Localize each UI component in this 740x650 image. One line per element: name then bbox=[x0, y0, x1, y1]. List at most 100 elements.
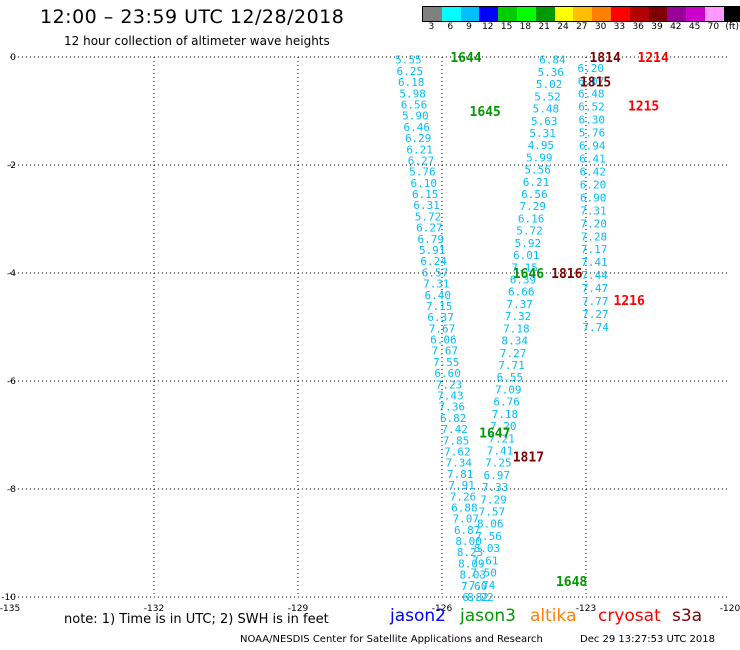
legend-swatch bbox=[460, 7, 480, 21]
wave-height-label: 5.92 bbox=[515, 237, 542, 250]
pass-time-label: 1214 bbox=[638, 51, 669, 66]
pass-time-label: 1815 bbox=[580, 75, 611, 90]
x-tick-label: -135 bbox=[0, 604, 20, 614]
wave-height-label: 7.56 bbox=[475, 530, 502, 543]
wave-height-label: 7.20 bbox=[580, 217, 607, 230]
legend-swatch bbox=[723, 7, 740, 21]
sat-s3a-label: s3a bbox=[672, 606, 703, 626]
wave-height-label: 6.60 bbox=[434, 367, 461, 380]
wave-height-label: 5.02 bbox=[536, 78, 563, 91]
wave-height-label: 5.48 bbox=[533, 103, 560, 116]
wave-height-label: 7.43 bbox=[437, 390, 464, 403]
pass-time-label: 1644 bbox=[450, 51, 481, 66]
legend-swatch bbox=[648, 7, 668, 21]
wave-height-label: 7.31 bbox=[423, 278, 450, 291]
credit-text: NOAA/NESDIS Center for Satellite Applica… bbox=[240, 634, 543, 645]
wave-height-label: 8.34 bbox=[502, 335, 529, 348]
wave-height-label: 7.15 bbox=[511, 261, 538, 274]
wave-height-label: 7.41 bbox=[487, 444, 514, 457]
wave-height-label: 7.62 bbox=[444, 445, 471, 458]
wave-height-label: 6.06 bbox=[430, 334, 457, 347]
wave-height-label: 6.31 bbox=[413, 199, 440, 212]
wave-height-label: 7.42 bbox=[441, 423, 468, 436]
wave-height-label: 7.18 bbox=[492, 408, 519, 421]
wave-height-label: 5.91 bbox=[419, 244, 446, 257]
wave-height-label: 8.22 bbox=[467, 591, 494, 604]
wave-height-label: 7.26 bbox=[450, 490, 477, 503]
pass-time-label: 1817 bbox=[513, 451, 544, 466]
wave-height-label: 7.31 bbox=[580, 204, 607, 217]
wave-height-label: 6.82 bbox=[440, 412, 467, 425]
wave-height-label: 5.98 bbox=[399, 87, 426, 100]
wave-height-label: 6.20 bbox=[578, 62, 605, 75]
wave-height-label: 7.18 bbox=[503, 322, 530, 335]
wave-height-label: 7.57 bbox=[479, 506, 506, 519]
wave-height-label: 6.37 bbox=[427, 311, 454, 324]
wave-height-label: 7.44 bbox=[581, 269, 608, 282]
wave-height-label: 6.56 bbox=[401, 98, 428, 111]
wave-height-label: 6.88 bbox=[451, 501, 478, 514]
wave-height-label: 6.39 bbox=[510, 274, 537, 287]
legend-swatch bbox=[441, 7, 461, 21]
legend-label: 42 bbox=[670, 22, 682, 32]
wave-height-label: 6.01 bbox=[513, 249, 540, 262]
sat-altika-label: altika bbox=[530, 606, 577, 626]
wave-height-label: 6.16 bbox=[518, 212, 545, 225]
wave-height-label: 7.15 bbox=[426, 300, 453, 313]
wave-height-label: 5.31 bbox=[529, 127, 556, 140]
y-tick-label: -6 bbox=[7, 377, 16, 387]
legend-swatch bbox=[667, 7, 687, 21]
legend-label: 21 bbox=[538, 22, 550, 32]
wave-height-label: 7.29 bbox=[480, 493, 507, 506]
wave-height-label: 7.71 bbox=[498, 359, 525, 372]
wave-height-label: 6.87 bbox=[454, 524, 481, 537]
legend-label: (ft) bbox=[725, 22, 739, 32]
wave-height-label: 7.67 bbox=[429, 322, 456, 335]
wave-height-label: 8.09 bbox=[458, 557, 485, 570]
wave-height-label: 7.55 bbox=[433, 356, 460, 369]
x-tick-label: -129 bbox=[288, 604, 309, 614]
legend-label: 3 bbox=[428, 22, 435, 32]
legend-swatch bbox=[629, 7, 649, 21]
legend-swatch bbox=[535, 7, 555, 21]
sat-jason2-label: jason2 bbox=[390, 606, 446, 626]
wave-height-label: 5.72 bbox=[415, 210, 442, 223]
legend-label: 27 bbox=[576, 22, 588, 32]
wave-height-label: 7.50 bbox=[470, 567, 497, 580]
legend-swatch bbox=[554, 7, 574, 21]
legend-swatch bbox=[516, 7, 536, 21]
y-tick-label: -2 bbox=[7, 161, 16, 171]
pass-time-label: 1215 bbox=[628, 100, 659, 115]
wave-height-label: 8.00 bbox=[455, 535, 482, 548]
wave-height-label: 6.48 bbox=[578, 88, 605, 101]
wave-height-label: 7.32 bbox=[505, 310, 532, 323]
pass-time-label: 1645 bbox=[470, 105, 501, 120]
legend-label: 45 bbox=[688, 22, 701, 32]
wave-height-label: 6.56 bbox=[521, 188, 548, 201]
wave-height-label: 6.18 bbox=[398, 76, 425, 89]
wave-height-label: 6.57 bbox=[422, 266, 449, 279]
legend-label: 30 bbox=[594, 22, 607, 32]
wave-height-label: 7.17 bbox=[581, 243, 608, 256]
wave-height-label: 7.29 bbox=[520, 200, 547, 213]
legend-swatch bbox=[704, 7, 724, 21]
sat-jason3-label: jason3 bbox=[460, 606, 516, 626]
wave-height-label: 6.90 bbox=[580, 191, 607, 204]
wave-height-label: 7.85 bbox=[443, 434, 470, 447]
color-scale-labels: 3 6 9 12 15 18 21 24 27 30 33 36 39 42 45 70 (ft) bbox=[422, 22, 740, 34]
pass-time-label: 1814 bbox=[590, 51, 621, 66]
legend-label: 9 bbox=[466, 22, 472, 32]
wave-height-label: 6.46 bbox=[404, 121, 431, 134]
wave-height-label: 5.55 bbox=[395, 54, 422, 67]
wave-height-label: 7.23 bbox=[436, 378, 463, 391]
legend-swatch bbox=[498, 7, 517, 21]
wave-height-label: 5.72 bbox=[516, 225, 543, 238]
wave-height-label: 6.15 bbox=[412, 188, 439, 201]
wave-height-label: 7.33 bbox=[482, 481, 509, 494]
wave-height-label: 7.91 bbox=[448, 479, 475, 492]
wave-height-label: 8.06 bbox=[477, 518, 504, 531]
wave-height-label: 5.99 bbox=[526, 151, 553, 164]
wave-height-label: 6.52 bbox=[578, 101, 605, 114]
legend-swatch bbox=[479, 7, 499, 21]
